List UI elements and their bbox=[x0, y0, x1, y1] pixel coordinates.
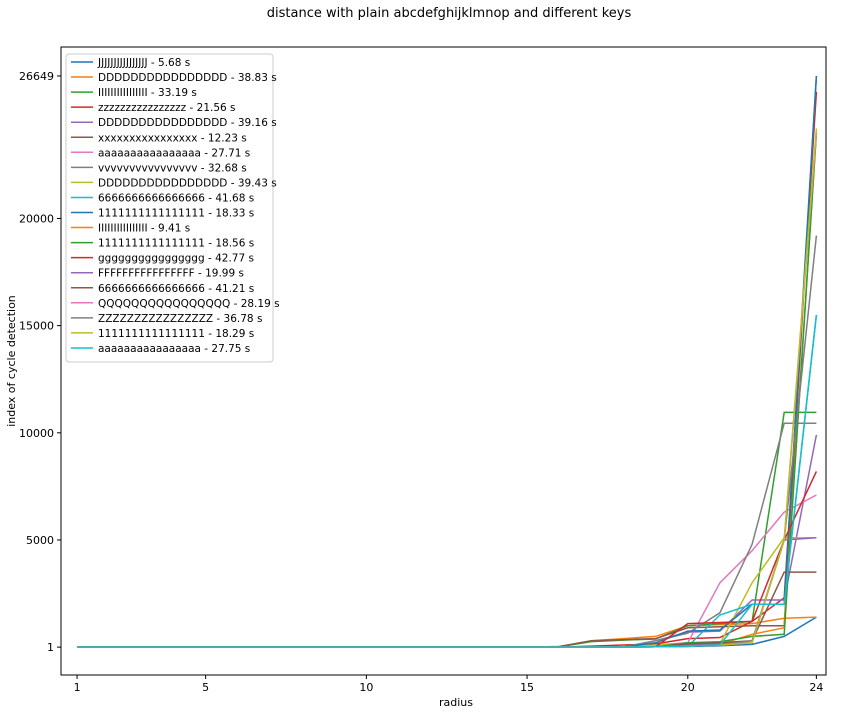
series-line-20 bbox=[77, 314, 818, 648]
x-tick-label-3: 15 bbox=[520, 681, 534, 694]
y-tick-label-4: 20000 bbox=[19, 212, 54, 225]
x-tick-label-1: 5 bbox=[202, 681, 209, 694]
legend-label-14: gggggggggggggggg - 42.77 s bbox=[98, 253, 254, 265]
x-tick-label-2: 10 bbox=[359, 681, 373, 694]
x-axis-label: radius bbox=[439, 696, 473, 709]
x-tick-label-0: 1 bbox=[74, 681, 81, 694]
y-tick-label-5: 26649 bbox=[19, 70, 54, 83]
legend-label-10: 6666666666666666 - 41.68 s bbox=[98, 192, 254, 204]
legend-label-19: 1111111111111111 - 18.29 s bbox=[98, 328, 254, 340]
x-tick-label-5: 24 bbox=[809, 681, 823, 694]
legend-label-13: 1111111111111111 - 18.56 s bbox=[98, 238, 254, 250]
legend-label-18: ZZZZZZZZZZZZZZZZ - 36.78 s bbox=[98, 313, 262, 325]
legend-label-16: 6666666666666666 - 41.21 s bbox=[98, 283, 254, 295]
y-tick-label-3: 15000 bbox=[19, 320, 54, 333]
legend-label-2: DDDDDDDDDDDDDDDD - 38.83 s bbox=[98, 72, 277, 84]
y-tick-label-0: 1 bbox=[47, 641, 54, 654]
y-tick-label-1: 5000 bbox=[26, 534, 54, 547]
plot-layer bbox=[77, 75, 818, 648]
legend-label-6: xxxxxxxxxxxxxxxx - 12.23 s bbox=[98, 132, 247, 144]
legend-label-1: JJJJJJJJJJJJJJJJ - 5.68 s bbox=[97, 57, 190, 69]
legend-label-7: aaaaaaaaaaaaaaaa - 27.71 s bbox=[98, 147, 250, 159]
legend-label-5: DDDDDDDDDDDDDDDD - 39.16 s bbox=[98, 117, 277, 129]
legend: JJJJJJJJJJJJJJJJ - 5.68 s DDDDDDDDDDDDDDD… bbox=[65, 53, 280, 363]
chart-title: distance with plain abcdefghijklmnop and… bbox=[267, 6, 632, 21]
legend-label-8: vvvvvvvvvvvvvvvv - 32.68 s bbox=[98, 162, 247, 174]
legend-label-11: 1111111111111111 - 18.33 s bbox=[98, 208, 254, 220]
legend-label-15: FFFFFFFFFFFFFFFF - 19.99 s bbox=[98, 268, 244, 280]
legend-label-20: aaaaaaaaaaaaaaaa - 27.75 s bbox=[98, 343, 250, 355]
legend-label-3: IIIIIIIIIIIIIIII - 33.19 s bbox=[98, 87, 197, 99]
legend-label-4: zzzzzzzzzzzzzzzz - 21.56 s bbox=[98, 102, 236, 114]
plot-frame bbox=[60, 46, 827, 676]
x-tick-label-4: 20 bbox=[681, 681, 695, 694]
legend-label-9: DDDDDDDDDDDDDDDD - 39.43 s bbox=[98, 177, 277, 189]
legend-label-12: IIIIIIIIIIIIIIII - 9.41 s bbox=[98, 223, 190, 235]
y-axis-label: index of cycle detection bbox=[5, 295, 18, 427]
legend-label-17: QQQQQQQQQQQQQQQQ - 28.19 s bbox=[98, 298, 280, 310]
y-tick-label-2: 10000 bbox=[19, 427, 54, 440]
legend-box bbox=[65, 53, 274, 363]
x-axis: 1 5 10 15 20 24 bbox=[74, 675, 823, 694]
